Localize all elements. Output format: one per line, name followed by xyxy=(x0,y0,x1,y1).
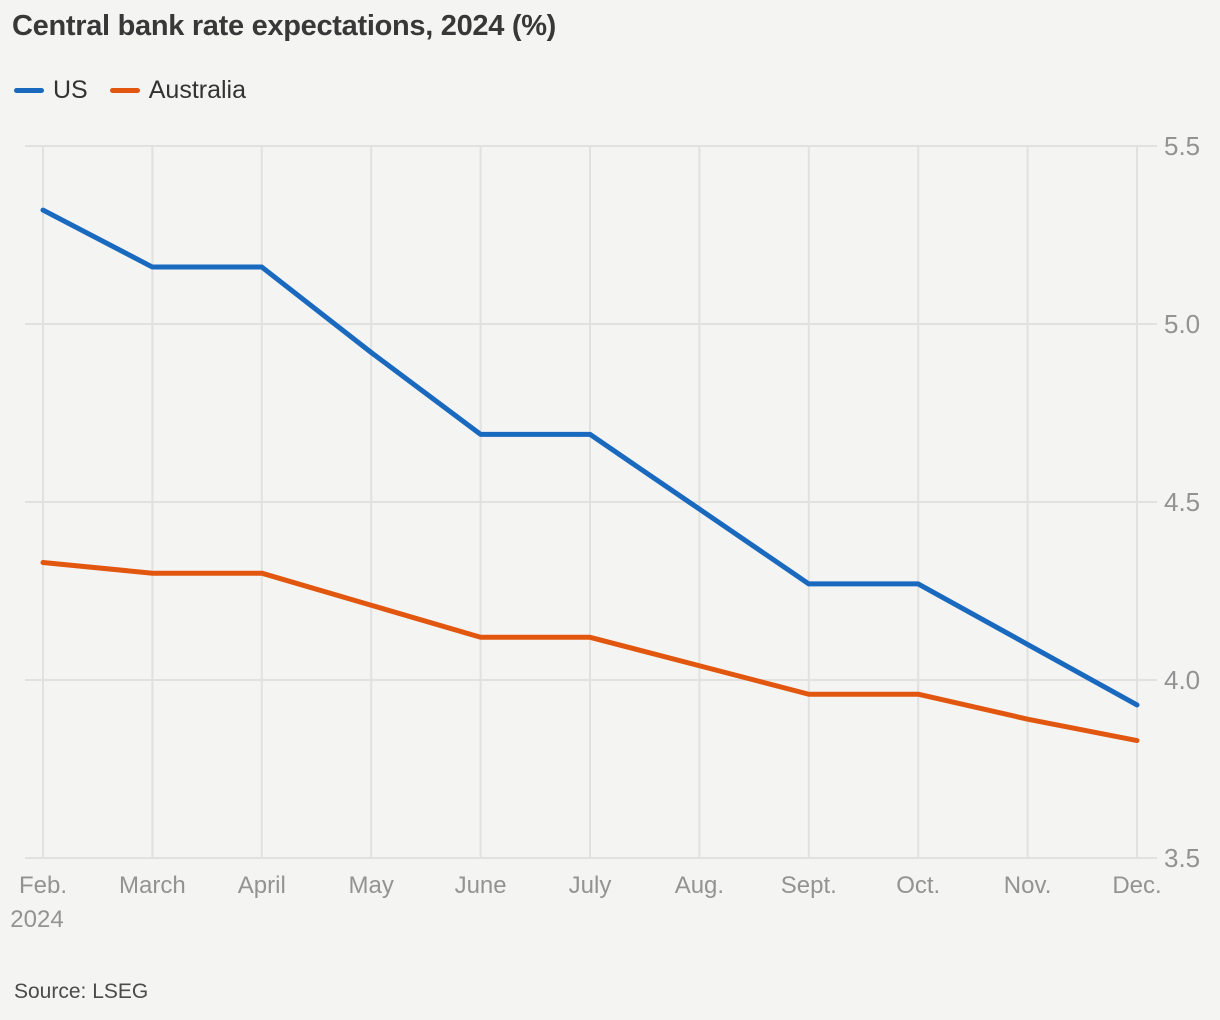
legend: US Australia xyxy=(14,76,246,105)
x-tick-label: Sept. xyxy=(781,872,837,899)
x-tick-label: July xyxy=(569,872,612,899)
legend-label-australia: Australia xyxy=(148,76,246,104)
x-tick-label-year: 2024 xyxy=(10,906,63,933)
y-tick-label: 5.5 xyxy=(1164,131,1200,161)
us-line-swatch xyxy=(14,88,44,93)
source-note: Source: LSEG xyxy=(14,980,149,1003)
legend-label-us: US xyxy=(53,76,88,104)
chart-title: Central bank rate expectations, 2024 (%) xyxy=(12,10,557,42)
x-tick-label: Nov. xyxy=(1004,872,1052,899)
series-line-australia xyxy=(40,560,1140,744)
legend-item-australia: Australia xyxy=(109,76,246,105)
x-tick-label: June xyxy=(455,872,507,899)
x-tick-label: Feb. xyxy=(19,872,67,899)
australia-line-swatch xyxy=(109,88,140,93)
x-tick-label: May xyxy=(349,872,394,899)
y-tick-label: 3.5 xyxy=(1164,843,1200,873)
legend-item-us: US xyxy=(14,76,88,105)
y-tick-label: 4.5 xyxy=(1164,487,1200,517)
x-tick-label: Aug. xyxy=(675,872,724,899)
series-line-us xyxy=(40,207,1140,708)
x-tick-label: March xyxy=(119,872,186,899)
x-tick-label: April xyxy=(238,872,286,899)
y-tick-label: 5.0 xyxy=(1164,309,1200,339)
y-tick-label: 4.0 xyxy=(1164,665,1200,695)
x-tick-label: Oct. xyxy=(896,872,940,899)
x-tick-label: Dec. xyxy=(1112,872,1161,899)
